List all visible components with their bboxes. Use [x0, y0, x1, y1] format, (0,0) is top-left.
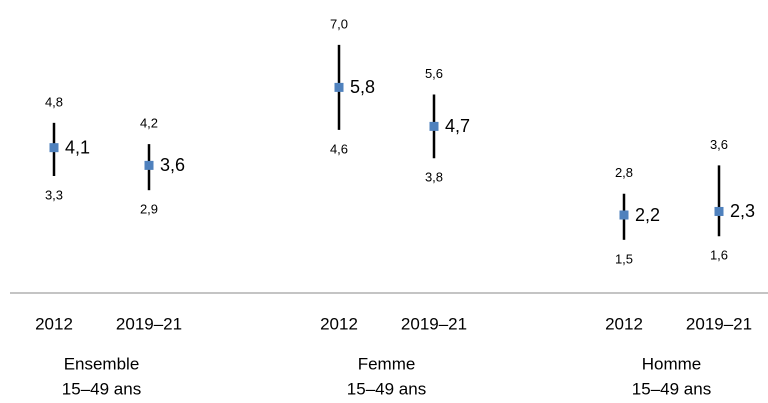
- point-marker: [49, 143, 59, 153]
- x-tick-label: 2019–21: [116, 314, 182, 333]
- group-label: Femme: [358, 354, 416, 373]
- group-sublabel: 15–49 ans: [632, 379, 711, 398]
- upper-label: 7,0: [330, 16, 348, 31]
- upper-label: 2,8: [615, 165, 633, 180]
- lower-label: 2,9: [140, 202, 158, 217]
- lower-label: 3,3: [45, 187, 63, 202]
- value-label: 2,3: [730, 201, 755, 221]
- x-tick-label: 2012: [605, 314, 643, 333]
- upper-label: 5,6: [425, 66, 443, 81]
- upper-label: 3,6: [710, 137, 728, 152]
- point-marker: [334, 82, 344, 92]
- x-tick-label: 2019–21: [401, 314, 467, 333]
- value-label: 4,7: [445, 116, 470, 136]
- lower-label: 3,8: [425, 170, 443, 185]
- point-marker: [144, 160, 154, 170]
- lower-label: 1,5: [615, 251, 633, 266]
- x-tick-label: 2012: [35, 314, 73, 333]
- group-label: Ensemble: [64, 354, 140, 373]
- point-marker: [714, 206, 724, 216]
- x-tick-label: 2012: [320, 314, 358, 333]
- value-label: 5,8: [350, 77, 375, 97]
- lower-label: 1,6: [710, 248, 728, 263]
- upper-label: 4,8: [45, 94, 63, 109]
- x-tick-label: 2019–21: [686, 314, 752, 333]
- point-marker: [429, 121, 439, 131]
- value-label: 4,1: [65, 137, 90, 157]
- point-marker: [619, 210, 629, 220]
- group-label: Homme: [642, 354, 702, 373]
- value-label: 3,6: [160, 155, 185, 175]
- value-label: 2,2: [635, 205, 660, 225]
- group-sublabel: 15–49 ans: [347, 379, 426, 398]
- upper-label: 4,2: [140, 116, 158, 131]
- group-sublabel: 15–49 ans: [62, 379, 141, 398]
- lower-label: 4,6: [330, 141, 348, 156]
